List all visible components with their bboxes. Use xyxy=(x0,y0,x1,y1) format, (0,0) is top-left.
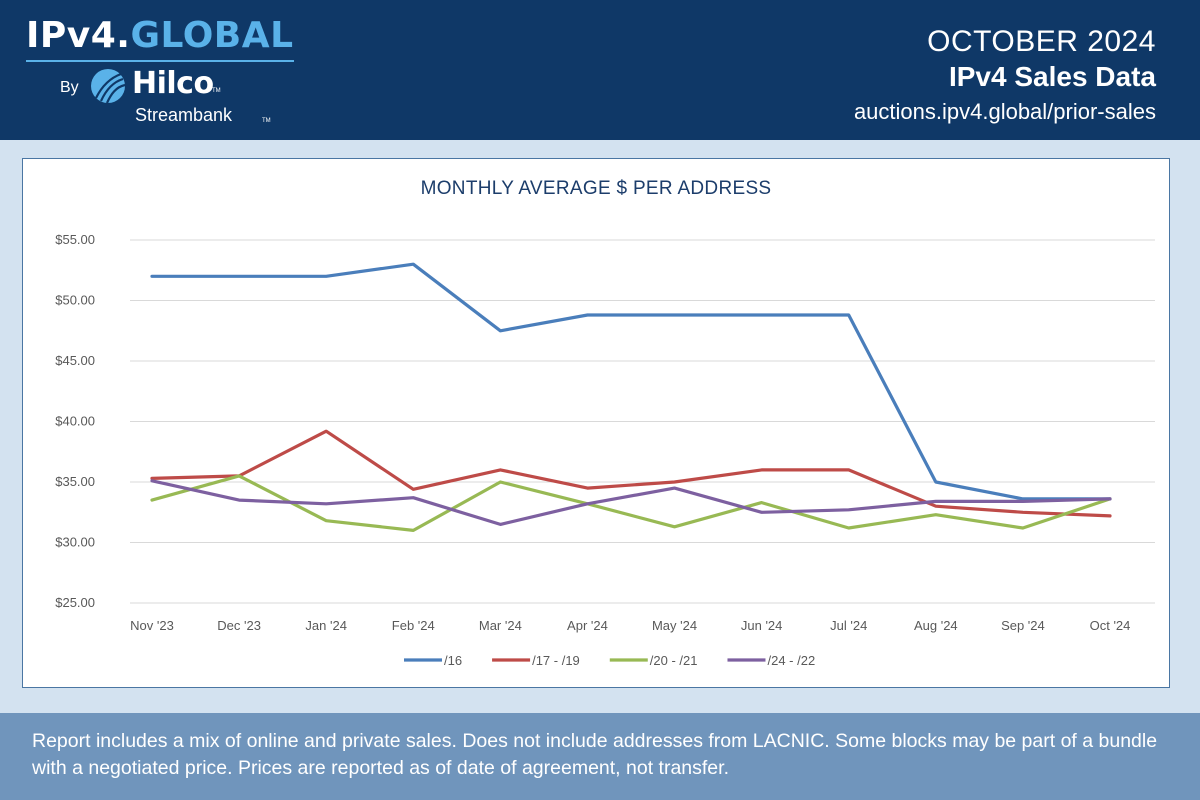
legend-label-2: /17 - /19 xyxy=(532,653,580,668)
y-tick-label: $55.00 xyxy=(55,232,95,247)
x-tick-label: Dec '23 xyxy=(217,618,261,633)
ipv4-global-logo: IPv4.GLOBAL xyxy=(26,14,294,58)
series-line-3 xyxy=(150,474,1112,532)
chart-title: MONTHLY AVERAGE $ PER ADDRESS xyxy=(420,178,772,199)
x-tick-label: Sep '24 xyxy=(1001,618,1045,633)
y-tick-label: $50.00 xyxy=(55,293,95,308)
streambank-trademark: TM xyxy=(262,118,271,124)
chart-panel: $25.00 $30.00 $35.00 $40.00 $45.00 $50.00 $55.… xyxy=(22,158,1170,688)
y-tick-label: $40.00 xyxy=(55,414,95,429)
legend-label-3: /20 - /21 xyxy=(650,653,698,668)
legend-label-1: /16 xyxy=(444,653,462,668)
x-tick-label: Jul '24 xyxy=(830,618,867,633)
report-month: OCTOBER 2024 xyxy=(927,25,1156,58)
report-url-link[interactable]: auctions.ipv4.global/prior-sales xyxy=(853,99,1156,124)
series-line-1 xyxy=(150,262,1112,501)
legend-label-4: /24 - /22 xyxy=(767,653,815,668)
line-chart: $25.00 $30.00 $35.00 $40.00 $45.00 $50.00 $55.… xyxy=(55,232,1155,668)
logo-by-text: By xyxy=(60,79,79,96)
hilco-globe-icon xyxy=(91,69,126,104)
x-tick-label: Jun '24 xyxy=(741,618,783,633)
logo-prefix: IPv4. xyxy=(26,15,131,56)
hilco-wordmark: Hilco xyxy=(132,66,214,101)
y-tick-label: $30.00 xyxy=(55,535,95,550)
streambank-wordmark: Streambank xyxy=(135,105,233,125)
x-tick-label: Oct '24 xyxy=(1090,618,1131,633)
y-tick-label: $25.00 xyxy=(55,595,95,610)
report-header: IPv4.GLOBAL By Hilco TM Streambank TM OC… xyxy=(0,0,1200,140)
x-tick-label: Apr '24 xyxy=(567,618,608,633)
y-tick-label: $45.00 xyxy=(55,353,95,368)
report-title: IPv4 Sales Data xyxy=(948,61,1156,92)
x-tick-label: Feb '24 xyxy=(392,618,435,633)
y-tick-label: $35.00 xyxy=(55,474,95,489)
logo-accent: GLOBAL xyxy=(130,15,294,56)
x-tick-label: Jan '24 xyxy=(305,618,347,633)
x-tick-label: May '24 xyxy=(652,618,697,633)
logo-underline xyxy=(26,60,294,62)
x-tick-label: Mar '24 xyxy=(479,618,522,633)
series-line-2 xyxy=(150,429,1112,518)
hilco-trademark: TM xyxy=(212,88,221,94)
x-tick-label: Aug '24 xyxy=(914,618,958,633)
x-tick-label: Nov '23 xyxy=(130,618,174,633)
series-line-4 xyxy=(150,479,1112,526)
report-footnote: Report includes a mix of online and priv… xyxy=(0,713,1200,800)
